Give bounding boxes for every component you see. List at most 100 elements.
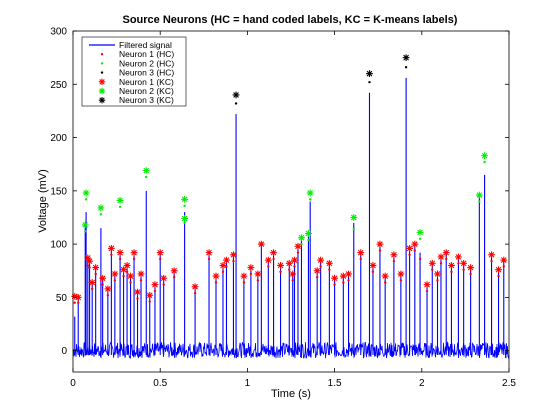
neuron-3-hc-marker: [404, 66, 408, 69]
neuron-1-hc-marker: [90, 287, 94, 291]
neuron-1-hc-marker: [125, 270, 129, 274]
legend-entry: Neuron 3 (KC): [98, 95, 174, 105]
neuron-1-hc-marker: [77, 301, 80, 304]
neuron-1-hc-marker: [502, 265, 505, 268]
neuron-1-kc-marker: [313, 267, 321, 275]
x-tick-label: 2: [419, 378, 425, 389]
neuron-1-kc-marker: [442, 249, 450, 257]
legend-entry: Neuron 1 (HC): [100, 49, 174, 59]
neuron-2-hc-marker: [84, 198, 88, 201]
neuron-2-hc-marker: [84, 230, 87, 233]
neuron-1-kc-marker: [317, 256, 325, 264]
neuron-1-kc-marker: [291, 256, 298, 264]
neuron-1-hc-marker: [132, 257, 136, 261]
marker-layer: [71, 54, 508, 304]
neuron-1-kc-marker: [160, 274, 168, 282]
neuron-1-kc-marker: [257, 240, 265, 248]
legend-label: Neuron 1 (HC): [119, 49, 174, 59]
neuron-1-hc-marker: [293, 265, 296, 268]
neuron-1-hc-marker: [371, 270, 375, 274]
neuron-2-hc-marker: [307, 238, 310, 242]
neuron-2-hc-marker: [483, 160, 486, 164]
neuron-1-hc-marker: [113, 279, 117, 282]
neuron-1-kc-marker: [264, 256, 272, 264]
neuron-1-hc-marker: [497, 274, 500, 278]
x-tick-label: 1: [245, 378, 251, 389]
neuron-2-kc-marker: [116, 197, 124, 204]
neuron-2-hc-marker: [145, 175, 148, 179]
legend-label: Neuron 2 (HC): [119, 58, 174, 68]
neuron-1-hc-marker: [418, 257, 422, 261]
neuron-1-kc-marker: [156, 249, 164, 257]
neuron-1-hc-marker: [249, 272, 253, 276]
neuron-1-kc-marker: [448, 262, 455, 269]
neuron-2-hc-marker: [183, 221, 186, 225]
neuron-1-kc-marker: [376, 240, 384, 248]
neuron-1-hc-marker: [232, 259, 235, 263]
neuron-2-kc-marker: [298, 234, 305, 242]
neuron-1-hc-marker: [359, 257, 362, 261]
neuron-1-hc-marker: [136, 297, 139, 300]
neuron-1-kc-marker: [460, 259, 468, 267]
y-tick-label: 150: [50, 186, 67, 197]
y-tick-label: 200: [50, 133, 67, 144]
neuron-1-kc-marker: [406, 244, 413, 252]
neuron-2-kc-marker: [481, 152, 488, 160]
neuron-1-kc-marker: [270, 249, 277, 257]
y-tick-label: 50: [56, 293, 68, 304]
neuron-1-hc-marker: [159, 257, 162, 261]
legend-entry: Neuron 2 (HC): [100, 58, 174, 68]
neuron-1-kc-marker: [127, 272, 134, 280]
y-tick-label: 0: [61, 346, 67, 357]
neuron-1-kc-marker: [212, 272, 220, 280]
neuron-1-hc-marker: [347, 279, 350, 282]
chart-title: Source Neurons (HC = hand coded labels, …: [123, 14, 458, 26]
neuron-1-kc-marker: [146, 291, 154, 299]
neuron-1-hc-marker: [88, 266, 91, 269]
neuron-1-kc-marker: [345, 270, 352, 278]
neuron-1-kc-marker: [411, 240, 419, 248]
neuron-1-kc-marker: [107, 244, 115, 252]
neuron-1-hc-marker: [288, 268, 291, 271]
neuron-1-kc-marker: [285, 259, 293, 267]
neuron-1-hc-marker: [214, 281, 218, 284]
neuron-3-kc-marker: [366, 70, 373, 78]
neuron-1-kc-marker: [294, 242, 302, 250]
neuron-2-hc-marker: [300, 242, 303, 246]
neuron-1-hc-marker: [221, 270, 225, 274]
legend-entry: Neuron 2 (KC): [98, 86, 174, 96]
neuron-2-kc-marker: [181, 215, 189, 222]
neuron-1-hc-marker: [378, 249, 382, 252]
neuron-1-kc-marker: [381, 272, 389, 280]
x-axis-label: Time (s): [271, 388, 311, 400]
neuron-1-kc-marker: [390, 251, 398, 259]
neuron-1-kc-marker: [428, 259, 436, 267]
neuron-1-kc-marker: [123, 262, 131, 269]
neuron-1-kc-marker: [151, 281, 159, 289]
neuron-1-kc-marker: [88, 279, 96, 286]
neuron-1-hc-marker: [242, 281, 246, 284]
y-tick-label: 250: [50, 80, 67, 91]
neuron-1-hc-marker: [73, 301, 76, 304]
neuron-2-kc-marker: [82, 189, 90, 197]
neuron-1-hc-marker: [162, 283, 165, 286]
neuron-1-kc-marker: [230, 251, 237, 259]
neuron-1-hc-marker: [392, 259, 396, 263]
neuron-1-hc-marker: [445, 257, 448, 261]
neuron-2-kc-marker: [306, 189, 314, 197]
neuron-1-kc-marker: [205, 249, 213, 257]
neuron-1-hc-marker: [267, 265, 270, 268]
neuron-3-kc-marker: [232, 91, 240, 99]
legend-label: Filtered signal: [119, 40, 172, 50]
neuron-1-hc-marker: [457, 262, 460, 265]
neuron-1-hc-marker: [439, 262, 443, 265]
neuron-1-hc-marker: [291, 279, 294, 282]
legend-entry: Neuron 1 (KC): [98, 77, 174, 87]
neuron-1-kc-marker: [397, 270, 405, 278]
neuron-2-kc-marker: [81, 221, 89, 229]
neuron-1-kc-marker: [86, 257, 93, 265]
legend-entry: Filtered signal: [89, 40, 172, 50]
neuron-1-kc-marker: [247, 264, 255, 271]
neuron-1-kc-marker: [289, 270, 297, 278]
